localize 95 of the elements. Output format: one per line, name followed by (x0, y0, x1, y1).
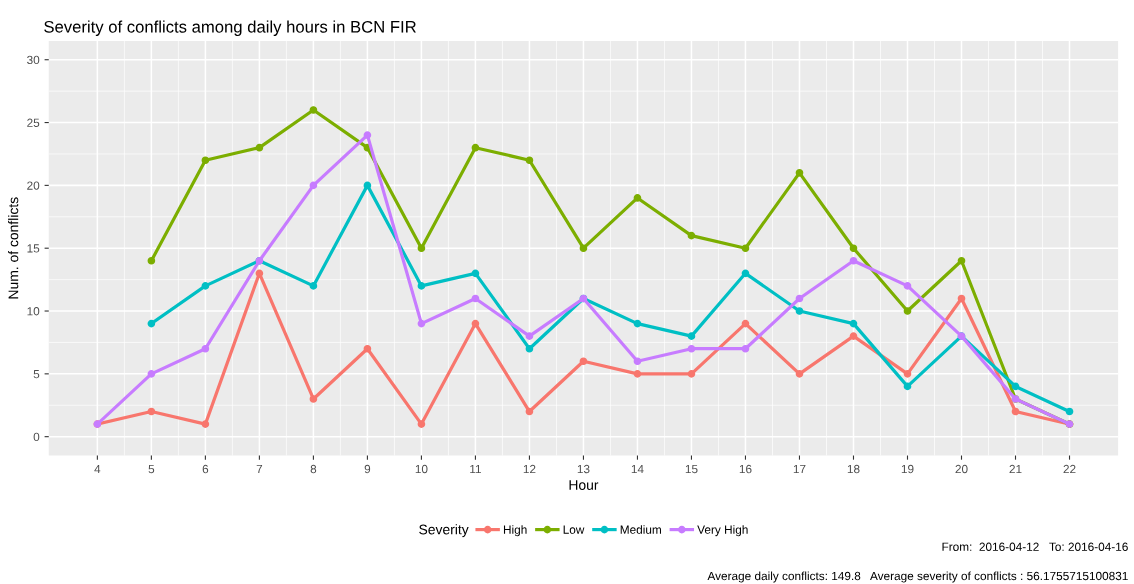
point (471, 269, 480, 278)
chart-title: Severity of conflicts among daily hours in BCN FIR (44, 20, 416, 36)
point (417, 319, 426, 328)
point (579, 244, 588, 253)
y-tick-label: 25 (27, 118, 40, 127)
point (795, 168, 804, 177)
point (903, 370, 912, 378)
point (687, 344, 696, 353)
point (471, 294, 480, 303)
point (525, 407, 534, 416)
y-tick-label: 10 (27, 307, 40, 316)
point (687, 332, 696, 340)
point (1011, 407, 1020, 416)
point (201, 282, 210, 290)
y-tick-label: 0 (33, 432, 40, 442)
point (903, 282, 912, 290)
point (363, 131, 372, 139)
y-tick-label: 15 (27, 244, 40, 253)
point (201, 344, 210, 353)
x-tick-label: 13 (577, 464, 590, 474)
point (633, 194, 642, 202)
point (849, 256, 858, 265)
point (309, 395, 318, 403)
point (471, 143, 480, 152)
point (363, 344, 372, 353)
point (309, 181, 318, 190)
point (147, 370, 156, 378)
point (795, 370, 804, 378)
point (525, 344, 534, 353)
x-tick-label: 11 (470, 464, 481, 474)
x-tick-label: 10 (415, 464, 428, 474)
x-tick-label: 6 (202, 464, 209, 474)
x-tick-label: 7 (256, 464, 263, 474)
x-tick-label: 9 (364, 464, 371, 474)
x-tick-label: 15 (685, 464, 698, 474)
y-tick-label: 5 (33, 370, 40, 379)
legend-label: Low (563, 525, 585, 534)
text: Average daily conflicts: 149.8 Average severity of conflicts : 56.1755715100831 (707, 571, 1128, 583)
point (363, 181, 372, 190)
x-tick-label: 14 (631, 464, 644, 474)
point (471, 319, 480, 328)
x-tick-label: 12 (523, 464, 536, 474)
point (309, 106, 318, 114)
point (417, 282, 426, 290)
x-tick-label: 17 (793, 464, 806, 474)
x-tick-label: 19 (901, 464, 914, 474)
point (147, 407, 156, 416)
point (957, 294, 966, 303)
point (1011, 382, 1020, 391)
legend-label: Very High (697, 525, 748, 537)
text: From: 2016-04-12 To: 2016-04-16 (942, 542, 1128, 551)
point (525, 332, 534, 340)
point (741, 344, 750, 353)
y-axis-title: Num. of conflicts (8, 197, 19, 299)
point (633, 357, 642, 366)
point (147, 256, 156, 265)
point (795, 307, 804, 315)
y-tick-label: 30 (27, 55, 40, 65)
x-tick-label: 21 (1009, 464, 1022, 474)
x-axis-title: Hour (569, 480, 599, 490)
x-tick-label: 16 (739, 464, 752, 474)
point (957, 256, 966, 265)
point (741, 319, 750, 328)
point (309, 282, 318, 290)
point (687, 370, 696, 378)
x-tick-label: 4 (94, 464, 101, 474)
y-tick-label: 20 (27, 181, 40, 190)
point (1065, 407, 1074, 416)
x-tick-label: 20 (955, 464, 968, 474)
point (579, 357, 588, 366)
point (147, 319, 156, 328)
point (849, 244, 858, 253)
point (849, 332, 858, 340)
point (795, 294, 804, 303)
point (525, 156, 534, 165)
point (417, 420, 426, 428)
point (417, 244, 426, 253)
point (741, 244, 750, 253)
point (741, 269, 750, 278)
x-tick-label: 8 (310, 464, 317, 474)
point (633, 319, 642, 328)
point (903, 382, 912, 391)
legend-label: Medium (620, 525, 661, 534)
x-tick-label: 18 (847, 464, 860, 474)
point (849, 319, 858, 328)
point (687, 231, 696, 240)
point (201, 156, 210, 165)
point (255, 143, 264, 152)
point (201, 420, 210, 428)
x-tick-label: 22 (1063, 464, 1076, 474)
point (633, 370, 642, 378)
x-tick-label: 5 (148, 464, 155, 474)
point (903, 307, 912, 315)
legend-label: High (503, 525, 527, 537)
legend-title: Severity (419, 524, 469, 538)
